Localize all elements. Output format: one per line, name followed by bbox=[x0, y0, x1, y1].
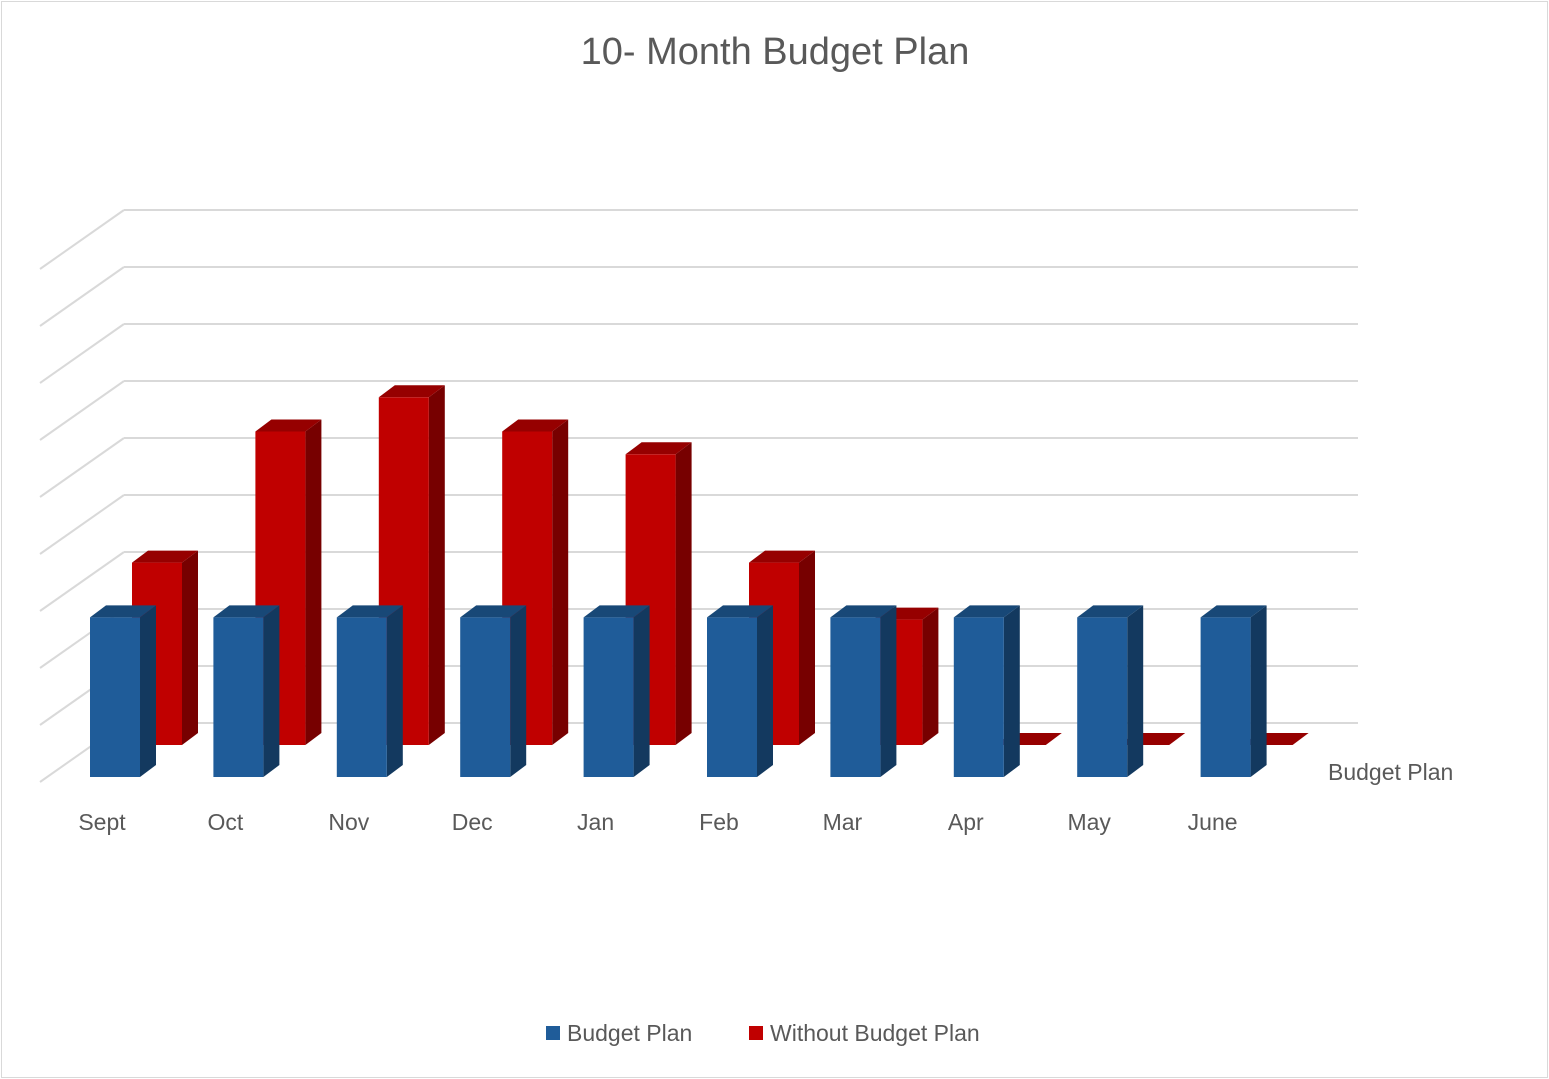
bar-budget-plan-oct-top bbox=[213, 605, 280, 618]
bar-without-budget-plan-dec-side bbox=[552, 419, 569, 745]
bar-budget-plan-apr-front bbox=[953, 617, 1004, 777]
bar-budget-plan-dec-side bbox=[510, 605, 527, 777]
category-label-jan: Jan bbox=[577, 809, 614, 835]
bar-budget-plan-jan bbox=[583, 605, 650, 777]
gridline-side bbox=[39, 209, 125, 270]
bar-budget-plan-dec-front bbox=[460, 617, 511, 777]
category-label-mar: Mar bbox=[823, 809, 863, 835]
category-label-feb: Feb bbox=[699, 809, 739, 835]
bar-budget-plan-jan-top bbox=[583, 605, 650, 618]
bar-budget-plan-nov-front bbox=[336, 617, 387, 777]
gridline-side bbox=[39, 494, 125, 555]
bar-budget-plan-june-side bbox=[1250, 605, 1267, 777]
bar-budget-plan-may bbox=[1077, 605, 1144, 777]
bar-budget-plan-nov bbox=[336, 605, 403, 777]
bar-budget-plan-oct bbox=[213, 605, 280, 777]
bar-budget-plan-sept-top bbox=[90, 605, 156, 618]
bar-budget-plan-june-top bbox=[1200, 605, 1267, 618]
bar-budget-plan-may-front bbox=[1077, 617, 1128, 777]
bar-budget-plan-oct-front bbox=[213, 617, 264, 777]
bar-budget-plan-jan-side bbox=[633, 605, 650, 777]
bar-budget-plan-nov-side bbox=[386, 605, 403, 777]
bar-budget-plan-apr-side bbox=[1003, 605, 1020, 777]
category-label-nov: Nov bbox=[328, 809, 369, 835]
bar-budget-plan-mar-top bbox=[830, 605, 897, 618]
bar-without-budget-plan-sept-side bbox=[182, 550, 198, 745]
bar-without-budget-plan-oct-top bbox=[255, 419, 322, 432]
legend-label: Budget Plan bbox=[567, 1020, 692, 1046]
bar-budget-plan-nov-top bbox=[336, 605, 403, 618]
bar-budget-plan-oct-side bbox=[263, 605, 280, 777]
gridline-side bbox=[39, 437, 125, 498]
bar-without-budget-plan-feb-top bbox=[749, 550, 815, 563]
gridline-side bbox=[39, 323, 125, 384]
legend: Budget Plan Without Budget Plan bbox=[546, 1020, 980, 1046]
category-label-dec: Dec bbox=[452, 809, 493, 835]
bar-budget-plan-apr bbox=[953, 605, 1020, 777]
bar-without-budget-plan-dec-top bbox=[502, 419, 569, 432]
bar-budget-plan-sept-side bbox=[140, 605, 156, 777]
bar-budget-plan-may-top bbox=[1077, 605, 1144, 618]
bar-budget-plan-sept-front bbox=[90, 617, 140, 777]
bar-budget-plan-dec bbox=[460, 605, 527, 777]
bar-without-budget-plan-oct-side bbox=[305, 419, 322, 745]
bar-without-budget-plan-jan-top bbox=[625, 442, 692, 455]
bar-budget-plan-feb-front bbox=[707, 617, 757, 777]
bar-budget-plan-sept bbox=[90, 605, 156, 777]
bar-budget-plan-may-side bbox=[1127, 605, 1144, 777]
depth-axis-label: Budget Plan bbox=[1328, 759, 1453, 785]
legend-item-budget-plan: Budget Plan bbox=[546, 1020, 692, 1046]
bar-without-budget-plan-nov-top bbox=[378, 385, 445, 398]
bar-without-budget-plan-sept-top bbox=[132, 550, 198, 563]
bar-without-budget-plan-feb-side bbox=[799, 550, 815, 745]
gridline-side bbox=[39, 380, 125, 441]
gridlines bbox=[39, 209, 1358, 783]
gridline-side bbox=[39, 266, 125, 327]
bar-without-budget-plan-mar-side bbox=[922, 607, 939, 745]
bar-without-budget-plan-nov-side bbox=[428, 385, 445, 745]
bar-budget-plan-feb bbox=[707, 605, 773, 777]
bar-budget-plan-mar-side bbox=[880, 605, 897, 777]
bar-budget-plan-mar bbox=[830, 605, 897, 777]
category-axis: Sept Oct Nov Dec Jan Feb Mar Apr May June bbox=[78, 809, 1237, 835]
category-label-june: June bbox=[1188, 809, 1238, 835]
chart-title: 10- Month Budget Plan bbox=[581, 31, 970, 73]
category-label-may: May bbox=[1067, 809, 1111, 835]
bar-budget-plan-apr-top bbox=[953, 605, 1020, 618]
category-label-sept: Sept bbox=[78, 809, 126, 835]
legend-item-without-budget-plan: Without Budget Plan bbox=[749, 1020, 980, 1046]
bar-budget-plan-jan-front bbox=[583, 617, 634, 777]
legend-label: Without Budget Plan bbox=[770, 1020, 980, 1046]
category-label-oct: Oct bbox=[208, 809, 244, 835]
legend-swatch bbox=[546, 1026, 560, 1040]
bar-without-budget-plan-jan-side bbox=[675, 442, 692, 745]
bar-budget-plan-feb-top bbox=[707, 605, 773, 618]
gridline-side bbox=[39, 551, 125, 612]
bar-budget-plan-dec-top bbox=[460, 605, 527, 618]
bar-budget-plan-mar-front bbox=[830, 617, 881, 777]
legend-swatch bbox=[749, 1026, 763, 1040]
series-budget-plan bbox=[90, 605, 1267, 777]
bar-budget-plan-june bbox=[1200, 605, 1267, 777]
bar-budget-plan-june-front bbox=[1200, 617, 1251, 777]
bar-budget-plan-feb-side bbox=[757, 605, 773, 777]
category-label-apr: Apr bbox=[948, 809, 984, 835]
